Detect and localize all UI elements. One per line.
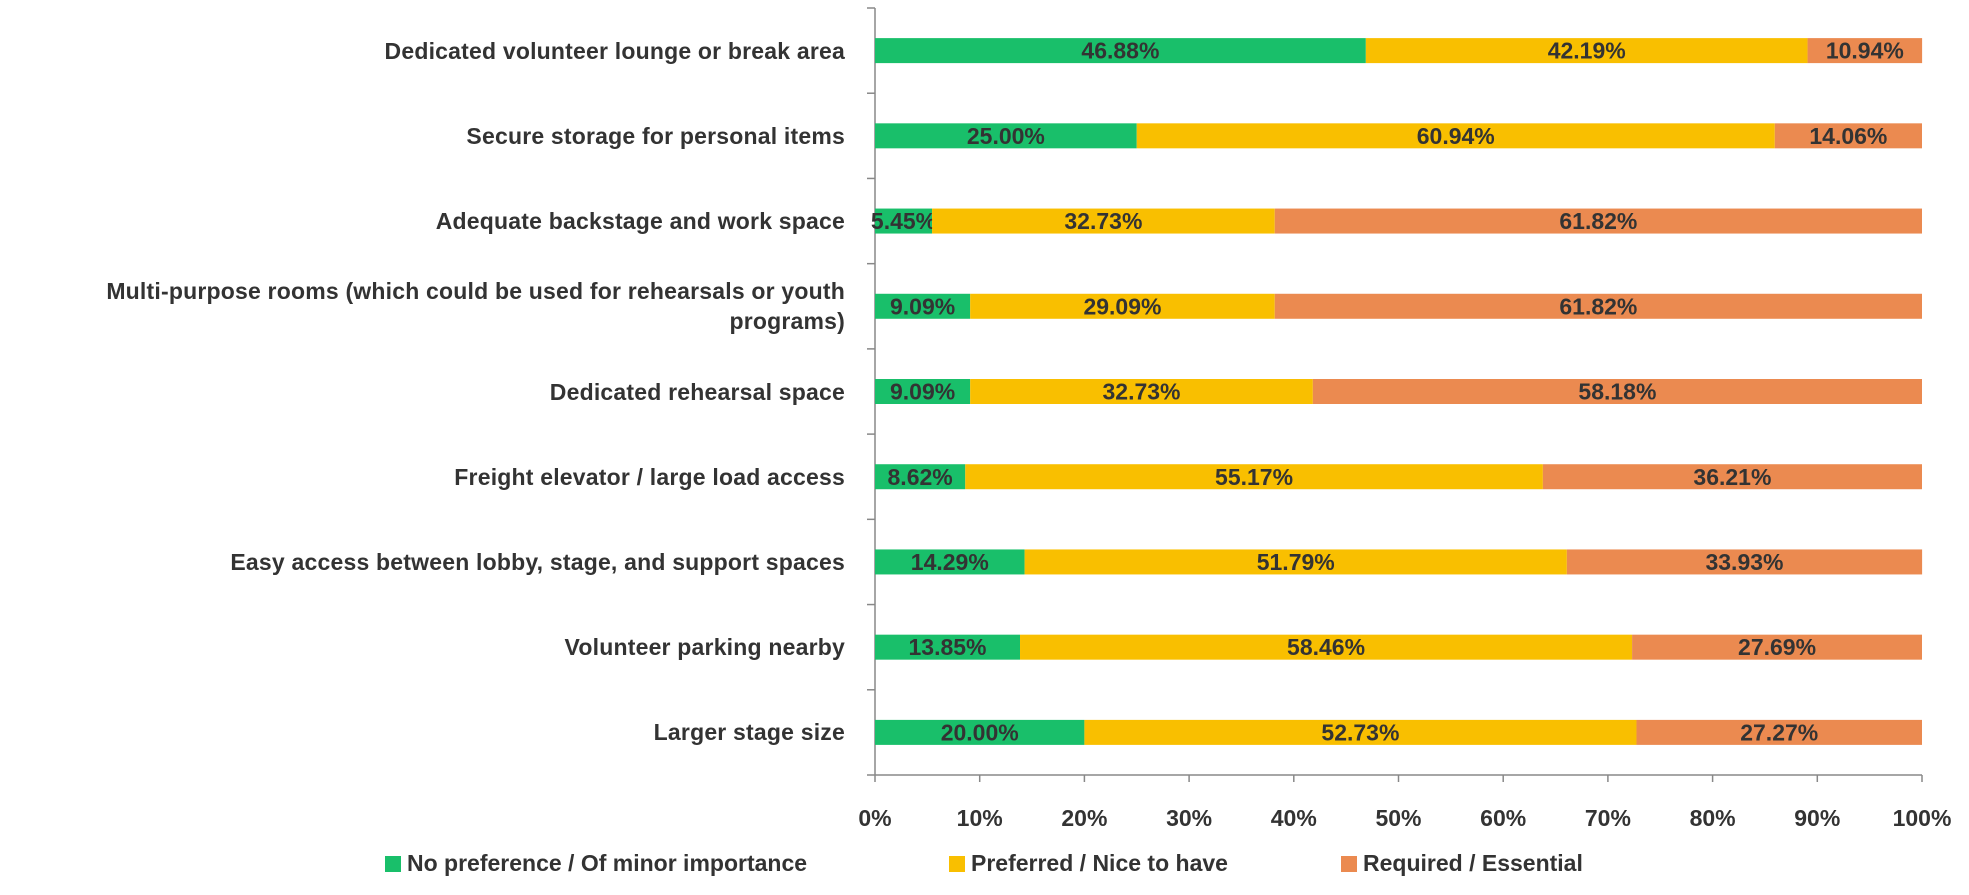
bar-segment: [1774, 123, 1922, 149]
bar-segment: [1365, 38, 1808, 64]
x-tick-label: 0%: [858, 805, 891, 831]
legend-label: Required / Essential: [1363, 850, 1583, 876]
x-tick-label: 80%: [1690, 805, 1736, 831]
x-tick-label: 40%: [1271, 805, 1317, 831]
bar-segment: [1566, 549, 1923, 575]
data-label: 20.00%: [941, 719, 1019, 745]
bar-segment: [875, 208, 933, 234]
bar-segment: [875, 464, 966, 490]
bar-segment: [875, 379, 971, 404]
bar-segment: [970, 293, 1275, 319]
bar-segment: [932, 208, 1275, 234]
bar-segment: [1274, 293, 1922, 319]
data-label: 25.00%: [967, 123, 1045, 149]
data-label: 9.09%: [890, 293, 955, 319]
x-tick-label: 60%: [1480, 805, 1526, 831]
x-tick-label: 10%: [957, 805, 1003, 831]
legend-swatch: [949, 856, 965, 872]
bar-segment: [875, 123, 1137, 149]
bar-segment: [875, 719, 1085, 745]
data-label: 58.46%: [1287, 634, 1365, 660]
x-tick-label: 30%: [1166, 805, 1212, 831]
data-label: 60.94%: [1417, 123, 1495, 149]
data-label: 61.82%: [1559, 293, 1637, 319]
category-label: Multi-purpose rooms (which could be used…: [106, 278, 845, 335]
bar-segment: [1542, 464, 1922, 490]
data-label: 9.09%: [890, 379, 955, 405]
x-tick-label: 90%: [1794, 805, 1840, 831]
x-tick-label: 50%: [1375, 805, 1421, 831]
category-label: Larger stage size: [653, 719, 845, 746]
bar-segment: [1807, 38, 1923, 64]
data-label: 27.27%: [1740, 719, 1818, 745]
category-label: Dedicated volunteer lounge or break area: [384, 37, 845, 64]
bar-segment: [1084, 719, 1637, 745]
legend-swatch: [385, 856, 401, 872]
bar-segment: [1312, 379, 1922, 404]
data-label: 61.82%: [1559, 208, 1637, 234]
bar-segment: [1024, 549, 1567, 575]
data-label: 32.73%: [1103, 379, 1181, 405]
bar-segment: [875, 293, 971, 319]
data-label: 27.69%: [1738, 634, 1816, 660]
data-label: 32.73%: [1064, 208, 1142, 234]
data-label: 29.09%: [1083, 293, 1161, 319]
bar-segment: [1274, 208, 1922, 234]
x-tick-label: 100%: [1893, 805, 1952, 831]
bar-segment: [1632, 634, 1922, 660]
bar-segment: [875, 634, 1021, 660]
bar-segment: [965, 464, 1543, 490]
data-label: 46.88%: [1081, 38, 1159, 64]
data-label: 42.19%: [1548, 38, 1626, 64]
data-label: 8.62%: [888, 464, 953, 490]
category-label: Dedicated rehearsal space: [549, 378, 845, 405]
data-label: 36.21%: [1693, 464, 1771, 490]
data-label: 33.93%: [1705, 549, 1783, 575]
bar-segment: [1020, 634, 1633, 660]
data-label: 5.45%: [871, 208, 936, 234]
data-label: 55.17%: [1215, 464, 1293, 490]
data-label: 13.85%: [908, 634, 986, 660]
category-label: Adequate backstage and work space: [435, 208, 845, 235]
category-label: Volunteer parking nearby: [564, 634, 845, 661]
data-label: 14.06%: [1809, 123, 1887, 149]
category-label: Freight elevator / large load access: [454, 463, 845, 490]
data-label: 58.18%: [1578, 379, 1656, 405]
bar-segment: [970, 379, 1313, 404]
legend-label: No preference / Of minor importance: [407, 850, 807, 876]
x-tick-label: 20%: [1061, 805, 1107, 831]
bar-segment: [875, 38, 1366, 64]
data-label: 10.94%: [1826, 38, 1904, 64]
bar-segment: [1636, 719, 1922, 745]
data-label: 51.79%: [1257, 549, 1335, 575]
data-label: 14.29%: [911, 549, 989, 575]
bar-segment: [1136, 123, 1775, 149]
legend-label: Preferred / Nice to have: [971, 850, 1228, 876]
x-tick-label: 70%: [1585, 805, 1631, 831]
category-label: Easy access between lobby, stage, and su…: [230, 548, 845, 575]
legend-swatch: [1341, 856, 1357, 872]
data-label: 52.73%: [1321, 719, 1399, 745]
category-label: Secure storage for personal items: [466, 122, 845, 149]
bar-segment: [875, 549, 1025, 575]
